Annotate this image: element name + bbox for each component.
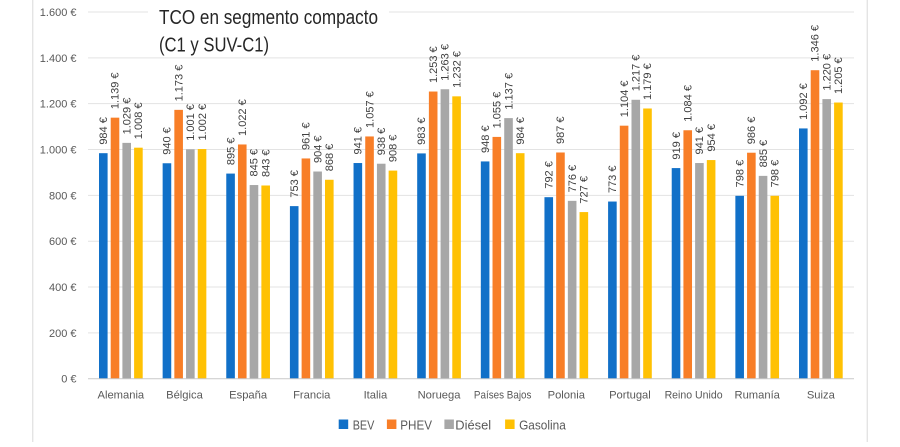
svg-text:1.217 €: 1.217 € — [631, 55, 643, 92]
svg-text:885 €: 885 € — [758, 140, 770, 168]
svg-text:954 €: 954 € — [706, 124, 718, 152]
svg-text:PHEV: PHEV — [400, 417, 432, 432]
svg-text:753 €: 753 € — [289, 170, 301, 198]
svg-text:1.084 €: 1.084 € — [682, 85, 694, 122]
svg-text:1.200 €: 1.200 € — [40, 99, 77, 111]
svg-text:1.232 €: 1.232 € — [451, 51, 463, 88]
svg-text:1.346 €: 1.346 € — [810, 25, 822, 62]
svg-text:1.092 €: 1.092 € — [798, 83, 810, 120]
svg-text:Reino Unido: Reino Unido — [665, 389, 723, 401]
svg-text:Suiza: Suiza — [807, 389, 836, 401]
svg-text:Polonia: Polonia — [548, 389, 586, 401]
svg-text:1.029 €: 1.029 € — [121, 98, 133, 135]
svg-text:798 €: 798 € — [770, 160, 782, 188]
svg-text:España: España — [229, 389, 268, 401]
svg-text:Países Bajos: Países Bajos — [474, 389, 532, 401]
svg-text:Gasolina: Gasolina — [519, 417, 566, 432]
svg-text:Noruega: Noruega — [418, 389, 462, 401]
svg-text:868 €: 868 € — [324, 144, 336, 172]
svg-text:0 €: 0 € — [61, 374, 76, 386]
svg-text:BEV: BEV — [353, 417, 375, 432]
svg-text:Italia: Italia — [364, 389, 388, 401]
svg-text:1.173 €: 1.173 € — [173, 65, 185, 102]
svg-text:940 €: 940 € — [162, 127, 174, 155]
svg-text:1.400 €: 1.400 € — [40, 53, 77, 65]
svg-text:Alemania: Alemania — [98, 389, 145, 401]
svg-text:984 €: 984 € — [515, 117, 527, 145]
svg-text:1.263 €: 1.263 € — [440, 44, 452, 81]
svg-text:727 €: 727 € — [579, 176, 591, 204]
svg-text:1.600 €: 1.600 € — [40, 7, 77, 19]
svg-text:1.002 €: 1.002 € — [197, 104, 209, 141]
svg-text:Portugal: Portugal — [609, 389, 651, 401]
svg-text:Francia: Francia — [293, 389, 331, 401]
svg-text:1.104 €: 1.104 € — [619, 80, 631, 117]
svg-text:948 €: 948 € — [480, 125, 492, 153]
svg-text:843 €: 843 € — [260, 149, 272, 177]
svg-text:983 €: 983 € — [416, 117, 428, 145]
svg-text:(C1 y SUV-C1): (C1 y SUV-C1) — [159, 34, 269, 57]
svg-text:1.253 €: 1.253 € — [428, 46, 440, 83]
svg-text:400 €: 400 € — [49, 282, 77, 294]
svg-text:800 €: 800 € — [49, 190, 77, 202]
svg-text:1.179 €: 1.179 € — [642, 63, 654, 100]
svg-text:938 €: 938 € — [376, 128, 388, 156]
svg-text:895 €: 895 € — [225, 138, 237, 166]
svg-text:Diésel: Diésel — [455, 417, 491, 432]
svg-text:941 €: 941 € — [694, 127, 706, 155]
svg-text:986 €: 986 € — [746, 117, 758, 145]
svg-text:1.000 €: 1.000 € — [40, 145, 77, 157]
svg-text:1.055 €: 1.055 € — [492, 92, 504, 129]
svg-text:792 €: 792 € — [544, 161, 556, 189]
svg-text:Bélgica: Bélgica — [166, 389, 203, 401]
svg-text:TCO en segmento compacto: TCO en segmento compacto — [159, 6, 378, 29]
svg-text:798 €: 798 € — [734, 160, 746, 188]
svg-text:1.205 €: 1.205 € — [833, 57, 845, 94]
svg-text:908 €: 908 € — [388, 135, 400, 163]
svg-text:1.057 €: 1.057 € — [364, 91, 376, 128]
svg-text:600 €: 600 € — [49, 236, 77, 248]
svg-text:984 €: 984 € — [98, 117, 110, 145]
svg-text:904 €: 904 € — [312, 135, 324, 163]
svg-text:941 €: 941 € — [353, 127, 365, 155]
svg-text:919 €: 919 € — [671, 132, 683, 160]
svg-text:773 €: 773 € — [607, 166, 619, 194]
svg-text:1.139 €: 1.139 € — [110, 72, 122, 109]
svg-text:1.001 €: 1.001 € — [185, 104, 197, 141]
svg-text:1.008 €: 1.008 € — [133, 102, 145, 139]
svg-text:776 €: 776 € — [567, 165, 579, 193]
svg-text:1.022 €: 1.022 € — [237, 99, 249, 136]
svg-text:1.137 €: 1.137 € — [503, 73, 515, 110]
svg-text:961 €: 961 € — [301, 122, 313, 150]
svg-text:987 €: 987 € — [555, 116, 567, 144]
svg-text:200 €: 200 € — [49, 328, 77, 340]
svg-text:Rumanía: Rumanía — [735, 389, 781, 401]
svg-text:845 €: 845 € — [249, 149, 261, 177]
svg-text:1.220 €: 1.220 € — [821, 54, 833, 91]
